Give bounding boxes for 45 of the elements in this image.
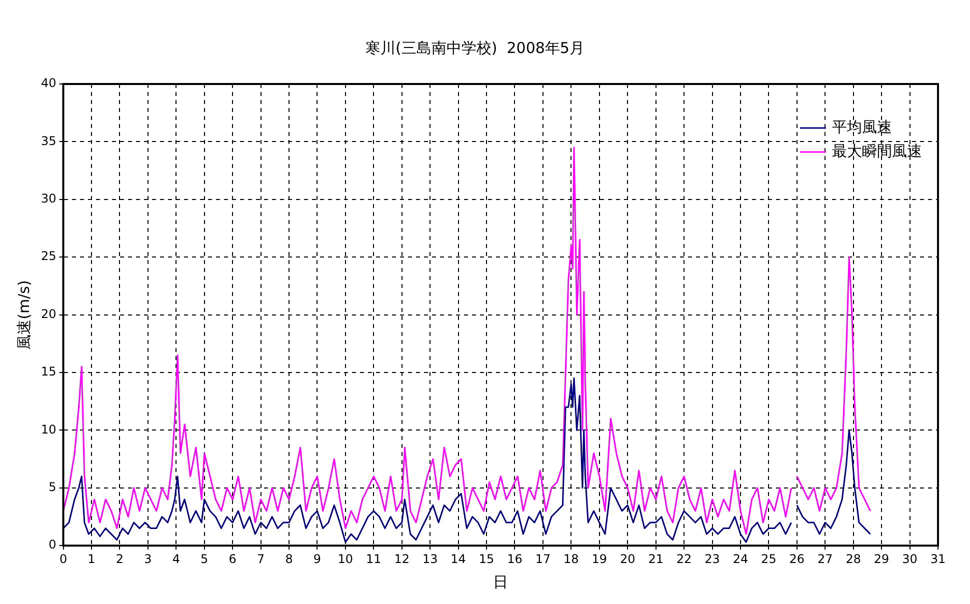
y-axis-title: 風速(m/s): [14, 280, 33, 350]
y-tick-label: 25: [40, 249, 56, 264]
x-tick-label: 6: [228, 552, 236, 566]
x-tick-label: 14: [450, 552, 466, 566]
x-tick-label: 11: [366, 552, 382, 566]
x-tick-label: 5: [200, 552, 208, 566]
x-tick-label: 4: [172, 552, 180, 566]
x-tick-label: 29: [874, 552, 890, 566]
x-tick-label: 18: [564, 552, 579, 566]
x-tick-label: 0: [59, 552, 68, 566]
chart-title: 寒川(三島南中学校) 2008年5月: [366, 38, 584, 57]
y-tick-label: 30: [40, 192, 56, 206]
x-tick-label: 25: [761, 552, 776, 566]
x-tick-label: 19: [592, 552, 608, 566]
x-tick-label: 16: [507, 552, 522, 566]
x-tick-label: 9: [313, 552, 322, 566]
y-tick-label: 0: [48, 538, 56, 552]
x-tick-label: 26: [789, 552, 805, 566]
x-tick-label: 15: [478, 552, 494, 566]
x-tick-label: 13: [422, 552, 438, 566]
x-tick-label: 8: [285, 552, 293, 566]
x-tick-label: 27: [817, 552, 833, 566]
x-tick-label: 2: [116, 552, 124, 566]
x-axis-title: 日: [493, 572, 508, 591]
legend-label: 平均風速: [832, 118, 892, 136]
x-tick-label: 10: [338, 552, 354, 566]
x-tick-label: 7: [256, 552, 265, 566]
x-tick-label: 21: [648, 552, 664, 566]
y-tick-label: 5: [48, 480, 56, 494]
x-tick-label: 1: [88, 552, 96, 566]
x-tick-label: 28: [846, 552, 861, 566]
x-tick-label: 12: [394, 552, 410, 566]
x-tick-label: 17: [535, 552, 551, 566]
x-tick-label: 30: [902, 552, 918, 566]
x-tick-label: 24: [732, 552, 748, 566]
x-tick-label: 20: [620, 552, 636, 566]
x-tick-label: 22: [676, 552, 692, 566]
y-tick-label: 35: [40, 134, 56, 148]
y-tick-label: 20: [40, 306, 56, 321]
x-tick-label: 23: [704, 552, 720, 566]
y-tick-label: 10: [40, 422, 56, 436]
x-tick-label: 3: [144, 552, 152, 566]
y-tick-label: 40: [40, 76, 56, 90]
x-tick-label: 31: [930, 552, 946, 566]
y-tick-label: 15: [40, 364, 56, 379]
